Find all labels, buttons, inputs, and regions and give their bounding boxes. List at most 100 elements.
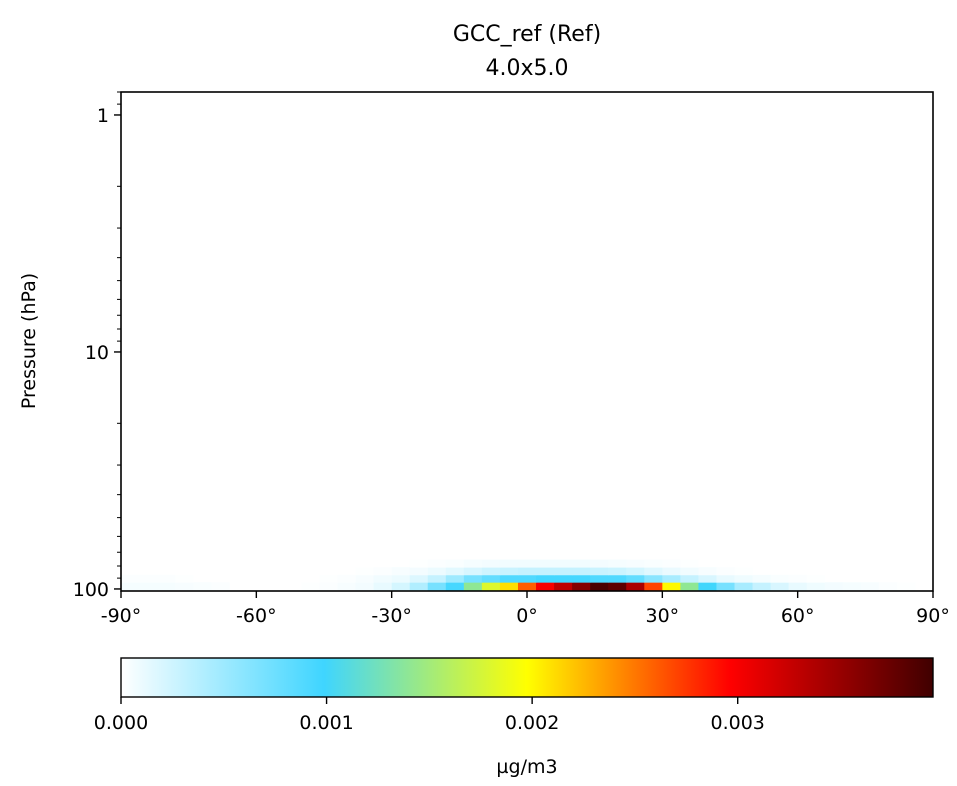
heatmap-cell	[644, 582, 663, 592]
heatmap-cell	[536, 567, 555, 576]
heatmap-cell	[644, 567, 663, 576]
heatmap-cell	[481, 582, 501, 592]
heatmap-cell	[680, 574, 699, 583]
chart-title: GCC_ref (Ref)	[453, 22, 601, 47]
heatmap-cell	[517, 582, 537, 592]
heatmap-cell	[590, 574, 609, 583]
heatmap-cell	[391, 567, 411, 576]
heatmap-cell	[536, 574, 555, 583]
heatmap-cell	[481, 559, 501, 568]
heatmap-cell	[644, 574, 663, 583]
heatmap-cell	[481, 567, 501, 576]
heatmap-cell	[806, 574, 826, 583]
colorbar-tick-label: 0.000	[94, 712, 148, 734]
heatmap-cell	[445, 567, 465, 576]
heatmap-cell	[770, 582, 790, 592]
heatmap-cell	[499, 567, 519, 576]
heatmap-cell	[662, 582, 681, 592]
heatmap-cell	[427, 582, 447, 592]
heatmap-cell	[752, 582, 771, 592]
heatmap-cell	[734, 574, 753, 583]
heatmap-cell	[175, 582, 194, 592]
x-tick-label: 0°	[516, 605, 538, 627]
heatmap-cell	[590, 582, 609, 592]
heatmap-cell	[536, 559, 555, 568]
x-tick-label: -30°	[371, 605, 412, 627]
heatmap-cell	[337, 574, 356, 583]
heatmap-cells	[121, 559, 916, 592]
heatmap-cell	[716, 574, 735, 583]
heatmap-cell	[734, 567, 753, 576]
y-tick-label: 10	[85, 342, 109, 364]
heatmap-cell	[301, 582, 320, 592]
colorbar-tick-label: 0.003	[711, 712, 765, 734]
heatmap-cell	[445, 582, 465, 592]
heatmap-cell	[878, 582, 898, 592]
x-ticks: -90° -60° -30° 0° 30° 60° 90°	[101, 591, 950, 627]
x-tick-label: 60°	[781, 605, 815, 627]
heatmap-cell	[355, 567, 375, 576]
heatmap-cell	[319, 574, 338, 583]
heatmap-cell	[608, 559, 627, 568]
x-tick-label: -90°	[101, 605, 142, 627]
y-axis-label: Pressure (hPa)	[18, 273, 40, 409]
heatmap-cell	[463, 574, 483, 583]
heatmap-cell	[373, 574, 393, 583]
heatmap-cell	[499, 574, 519, 583]
heatmap-cell	[175, 574, 194, 583]
heatmap-cell	[788, 582, 808, 592]
colorbar-label: µg/m3	[496, 756, 557, 778]
colorbar-ticks: 0.000 0.001 0.002 0.003	[94, 697, 765, 734]
heatmap-cell	[427, 559, 447, 568]
y-tick-label: 100	[73, 579, 109, 601]
heatmap-cell	[517, 559, 537, 568]
heatmap-cell	[788, 574, 808, 583]
heatmap-cell	[554, 574, 573, 583]
heatmap-cell	[139, 574, 158, 583]
heatmap-cell	[463, 567, 483, 576]
heatmap-cell	[608, 574, 627, 583]
heatmap-cell	[572, 559, 591, 568]
heatmap-cell	[517, 567, 537, 576]
heatmap-cell	[752, 574, 771, 583]
heatmap-cell	[626, 567, 645, 576]
heatmap-cell	[842, 582, 862, 592]
colorbar-tick-label: 0.001	[299, 712, 353, 734]
heatmap-cell	[680, 567, 699, 576]
heatmap-cell	[157, 574, 176, 583]
colorbar	[120, 657, 934, 698]
heatmap-cell	[626, 559, 645, 568]
heatmap-cell	[373, 567, 393, 576]
heatmap-cell	[554, 567, 573, 576]
heatmap-cell	[409, 574, 429, 583]
heatmap-cell	[211, 582, 230, 592]
heatmap-cell	[662, 574, 681, 583]
heatmap-cell	[517, 574, 537, 583]
plot-frame	[120, 91, 934, 592]
heatmap-cell	[716, 567, 735, 576]
heatmap-cell	[698, 582, 717, 592]
heatmap-cell	[427, 567, 447, 576]
heatmap-cell	[572, 567, 591, 576]
heatmap-cell	[319, 582, 338, 592]
heatmap-cell	[644, 559, 663, 568]
heatmap-cell	[590, 567, 609, 576]
heatmap-cell	[409, 559, 429, 568]
heatmap-cell	[121, 582, 140, 592]
heatmap-cell	[373, 582, 393, 592]
heatmap-cell	[680, 559, 699, 568]
heatmap-cell	[337, 582, 356, 592]
heatmap-cell	[409, 582, 429, 592]
heatmap-cell	[499, 559, 519, 568]
heatmap-cell	[734, 582, 753, 592]
heatmap-cell	[463, 582, 483, 592]
y-tick-label: 1	[97, 105, 109, 127]
heatmap-cell	[121, 574, 140, 583]
x-tick-label: -60°	[236, 605, 277, 627]
heatmap-cell	[499, 582, 519, 592]
heatmap-cell	[608, 567, 627, 576]
heatmap-cell	[355, 582, 375, 592]
heatmap-cell	[157, 582, 176, 592]
y-ticks: 1 10 100	[73, 105, 121, 601]
